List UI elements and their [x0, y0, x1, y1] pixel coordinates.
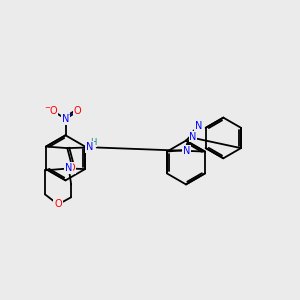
Text: N: N [189, 132, 197, 142]
Text: N: N [86, 142, 94, 152]
Text: N: N [62, 114, 69, 124]
Text: O: O [50, 106, 57, 116]
Text: O: O [54, 200, 62, 209]
Text: O: O [74, 106, 81, 116]
Text: +: + [67, 112, 72, 117]
Text: N: N [65, 163, 73, 173]
Text: N: N [183, 146, 190, 156]
Text: N: N [195, 121, 202, 131]
Text: O: O [68, 163, 75, 173]
Text: −: − [44, 105, 50, 111]
Text: H: H [90, 138, 97, 147]
